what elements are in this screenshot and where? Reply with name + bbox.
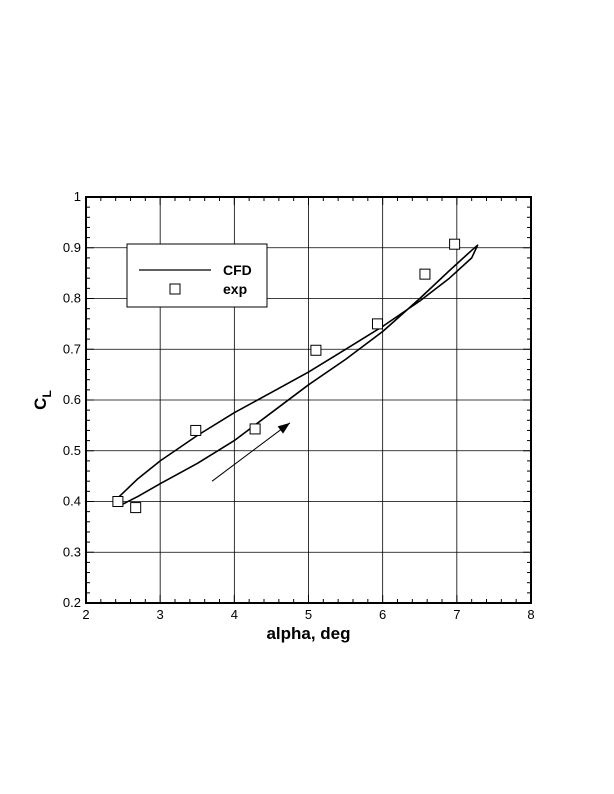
- exp-data-point: [449, 238, 461, 250]
- y-tick-label: 0.4: [63, 494, 81, 509]
- series-layer: [112, 238, 479, 514]
- y-tick-label: 0.5: [63, 443, 81, 458]
- legend-exp-marker-sample: [169, 283, 181, 295]
- y-tick-label: 0.9: [63, 240, 81, 255]
- legend-exp-label: exp: [223, 281, 247, 297]
- y-tick-label: 0.3: [63, 544, 81, 559]
- x-tick-label: 7: [453, 607, 460, 622]
- x-tick-label: 5: [305, 607, 312, 622]
- legend-cfd-label: CFD: [223, 262, 252, 278]
- tick-labels: 2 3 4 5 6 7 8 0.2 0.3 0.4 0.5 0.6 0.7 0.8 0.9 1: [63, 189, 535, 622]
- exp-data-point: [112, 496, 124, 507]
- y-tick-label: 1: [74, 189, 81, 204]
- direction-arrow-head: [277, 422, 290, 434]
- x-tick-label: 2: [82, 607, 89, 622]
- cfd-series-line: [118, 244, 479, 505]
- legend: CFD exp: [126, 243, 268, 308]
- exp-data-point: [371, 318, 383, 330]
- y-tick-label: 0.6: [63, 392, 81, 407]
- x-axis-title: alpha, deg: [266, 624, 350, 643]
- y-tick-label: 0.8: [63, 291, 81, 306]
- direction-arrow-shaft: [211, 422, 291, 482]
- y-axis-title-subscript: L: [40, 390, 54, 397]
- y-tick-label: 0.7: [63, 341, 81, 356]
- axis-ticks: [85, 196, 532, 604]
- exp-data-point: [419, 268, 431, 280]
- y-tick-label: 0.2: [63, 595, 81, 610]
- exp-data-point: [190, 424, 202, 436]
- y-axis-title: CL: [31, 390, 54, 410]
- exp-data-point: [249, 423, 261, 435]
- exp-data-point: [310, 344, 322, 356]
- exp-data-point: [130, 502, 142, 514]
- legend-box: [126, 243, 268, 308]
- x-tick-label: 4: [231, 607, 238, 622]
- y-axis-title-main: C: [31, 398, 50, 410]
- x-tick-label: 3: [157, 607, 164, 622]
- x-tick-label: 6: [379, 607, 386, 622]
- x-tick-label: 8: [527, 607, 534, 622]
